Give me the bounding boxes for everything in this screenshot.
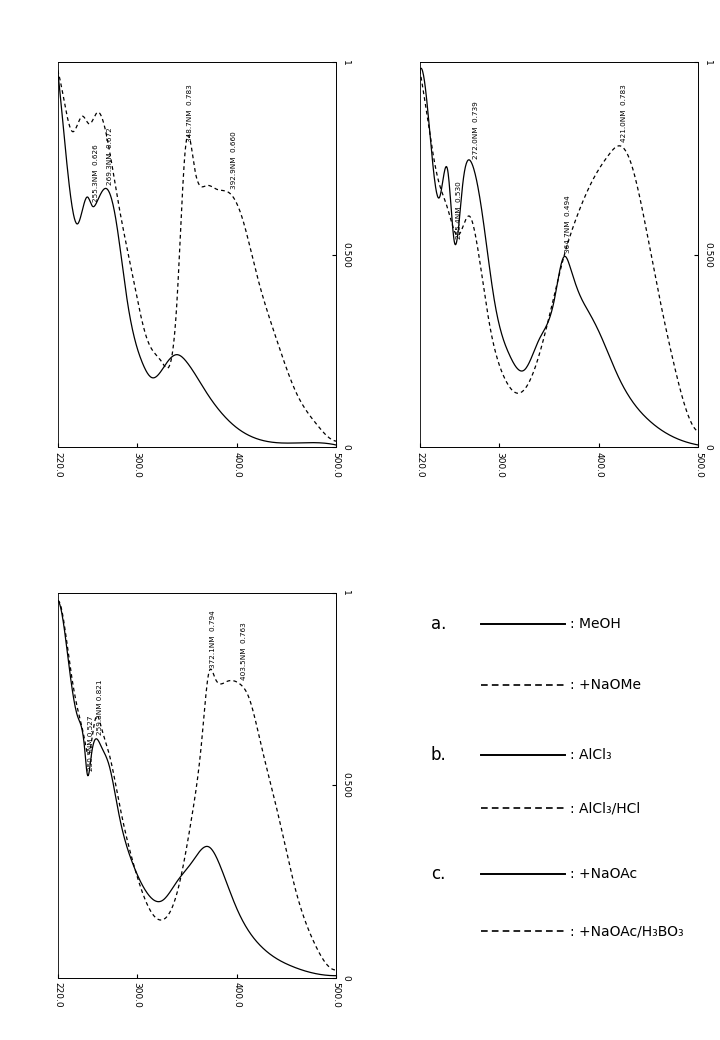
Text: 272.0NM  0.739: 272.0NM 0.739 (472, 101, 479, 159)
Text: 348.7NM  0.783: 348.7NM 0.783 (186, 84, 193, 142)
Text: : MeOH: : MeOH (570, 617, 621, 631)
Text: b.: b. (431, 746, 446, 763)
Text: 403.5NM  0.763: 403.5NM 0.763 (241, 623, 247, 680)
Text: a.: a. (431, 615, 446, 632)
Text: c.: c. (431, 865, 445, 883)
Text: 255.4NM  0.530: 255.4NM 0.530 (456, 182, 462, 239)
Text: 255.3NM  0.626: 255.3NM 0.626 (94, 145, 99, 203)
Text: 392.9NM  0.660: 392.9NM 0.660 (230, 131, 237, 189)
Text: : +NaOAc: : +NaOAc (570, 866, 637, 881)
Text: : AlCl₃: : AlCl₃ (570, 748, 612, 761)
Text: 269.3NM  0.672: 269.3NM 0.672 (107, 127, 113, 185)
Text: : AlCl₃/HCl: : AlCl₃/HCl (570, 802, 641, 815)
Text: : +NaOMe: : +NaOMe (570, 678, 642, 693)
Text: 364.7NM  0.494: 364.7NM 0.494 (564, 196, 571, 253)
Text: 250.3NM 0.527: 250.3NM 0.527 (89, 716, 94, 771)
Text: : +NaOAc/H₃BO₃: : +NaOAc/H₃BO₃ (570, 925, 684, 938)
Text: 259.3NM 0.821: 259.3NM 0.821 (97, 679, 104, 735)
Text: 421.0NM  0.783: 421.0NM 0.783 (621, 84, 627, 142)
Text: 372.1NM  0.794: 372.1NM 0.794 (210, 610, 216, 669)
